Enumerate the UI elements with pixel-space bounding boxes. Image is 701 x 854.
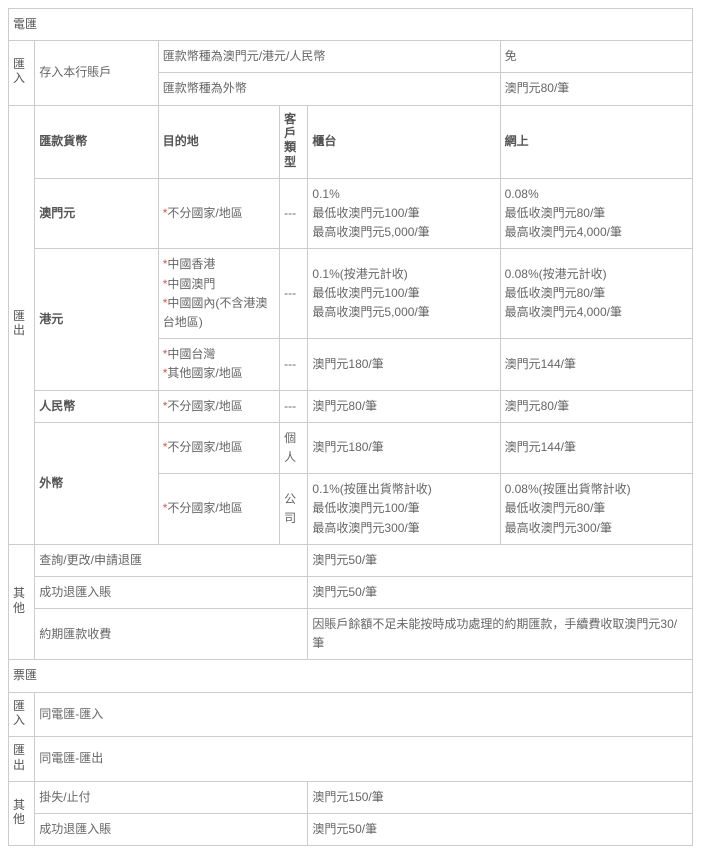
draft-other-r1-desc: 掛失/止付 bbox=[35, 781, 308, 813]
cny-ctype: --- bbox=[280, 390, 308, 422]
deposit-label: 存入本行賬戶 bbox=[35, 41, 158, 105]
fc-r2-ctype: 公司 bbox=[280, 474, 308, 545]
draft-other-r1-fee: 澳門元150/筆 bbox=[308, 781, 693, 813]
other-wire-r1-fee: 澳門元50/筆 bbox=[308, 544, 693, 576]
other-wire-r2-fee: 澳門元50/筆 bbox=[308, 576, 693, 608]
col-cust-type: 客戶類型 bbox=[280, 105, 308, 178]
fc-r1-ctype: 個人 bbox=[280, 422, 308, 473]
inbound-row1-fee: 免 bbox=[500, 41, 692, 73]
section-wire: 電匯 bbox=[9, 9, 693, 41]
mop-dest: *不分國家/地區 bbox=[158, 178, 279, 249]
draft-in-desc: 同電匯-匯入 bbox=[35, 692, 693, 737]
draft-out-desc: 同電匯-匯出 bbox=[35, 737, 693, 782]
draft-side-out: 匯出 bbox=[9, 737, 35, 782]
cny-counter: 澳門元80/筆 bbox=[308, 390, 500, 422]
other-wire-r2-desc: 成功退匯入賬 bbox=[35, 576, 308, 608]
hkd-r2-ctype: --- bbox=[280, 339, 308, 390]
fc-r2-online: 0.08%(按匯出貨幣計收)最低收澳門元80/筆最高收澳門元300/筆 bbox=[500, 474, 692, 545]
cny-label: 人民幣 bbox=[35, 390, 158, 422]
inbound-row2-fee: 澳門元80/筆 bbox=[500, 73, 692, 105]
hkd-label: 港元 bbox=[35, 249, 158, 390]
fc-r2-dest: *不分國家/地區 bbox=[158, 474, 279, 545]
cny-online: 澳門元80/筆 bbox=[500, 390, 692, 422]
other-wire-r3-fee: 因賬戶餘額不足未能按時成功處理的約期匯款，手續費收取澳門元30/筆 bbox=[308, 609, 693, 660]
fc-r2-counter: 0.1%(按匯出貨幣計收)最低收澳門元100/筆最高收澳門元300/筆 bbox=[308, 474, 500, 545]
hkd-r1-dest: *中國香港*中國澳門*中國國內(不含港澳台地區) bbox=[158, 249, 279, 339]
side-out: 匯出 bbox=[9, 105, 35, 544]
section-draft: 票匯 bbox=[9, 660, 693, 692]
col-destination: 目的地 bbox=[158, 105, 279, 178]
hkd-r1-ctype: --- bbox=[280, 249, 308, 339]
side-in: 匯入 bbox=[9, 41, 35, 105]
inbound-row2-desc: 匯款幣種為外幣 bbox=[158, 73, 500, 105]
mop-ctype: --- bbox=[280, 178, 308, 249]
mop-label: 澳門元 bbox=[35, 178, 158, 249]
fc-r1-counter: 澳門元180/筆 bbox=[308, 422, 500, 473]
fee-table: 電匯 匯入 存入本行賬戶 匯款幣種為澳門元/港元/人民幣 免 匯款幣種為外幣 澳… bbox=[8, 8, 693, 846]
col-online: 網上 bbox=[500, 105, 692, 178]
side-other-wire: 其他 bbox=[9, 544, 35, 660]
mop-counter: 0.1%最低收澳門元100/筆最高收澳門元5,000/筆 bbox=[308, 178, 500, 249]
hkd-r2-online: 澳門元144/筆 bbox=[500, 339, 692, 390]
fc-label: 外幣 bbox=[35, 422, 158, 544]
draft-side-in: 匯入 bbox=[9, 692, 35, 737]
col-counter: 櫃台 bbox=[308, 105, 500, 178]
cny-dest: *不分國家/地區 bbox=[158, 390, 279, 422]
fc-r1-dest: *不分國家/地區 bbox=[158, 422, 279, 473]
other-wire-r1-desc: 查詢/更改/申請退匯 bbox=[35, 544, 308, 576]
other-wire-r3-desc: 約期匯款收費 bbox=[35, 609, 308, 660]
draft-side-other: 其他 bbox=[9, 781, 35, 845]
fc-r1-online: 澳門元144/筆 bbox=[500, 422, 692, 473]
hkd-r1-online: 0.08%(按港元計收)最低收澳門元80/筆最高收澳門元4,000/筆 bbox=[500, 249, 692, 339]
inbound-row1-desc: 匯款幣種為澳門元/港元/人民幣 bbox=[158, 41, 500, 73]
hkd-r2-counter: 澳門元180/筆 bbox=[308, 339, 500, 390]
mop-online: 0.08%最低收澳門元80/筆最高收澳門元4,000/筆 bbox=[500, 178, 692, 249]
hkd-r2-dest: *中國台灣*其他國家/地區 bbox=[158, 339, 279, 390]
col-currency: 匯款貨幣 bbox=[35, 105, 158, 178]
draft-other-r2-fee: 澳門元50/筆 bbox=[308, 814, 693, 846]
hkd-r1-counter: 0.1%(按港元計收)最低收澳門元100/筆最高收澳門元5,000/筆 bbox=[308, 249, 500, 339]
draft-other-r2-desc: 成功退匯入賬 bbox=[35, 814, 308, 846]
